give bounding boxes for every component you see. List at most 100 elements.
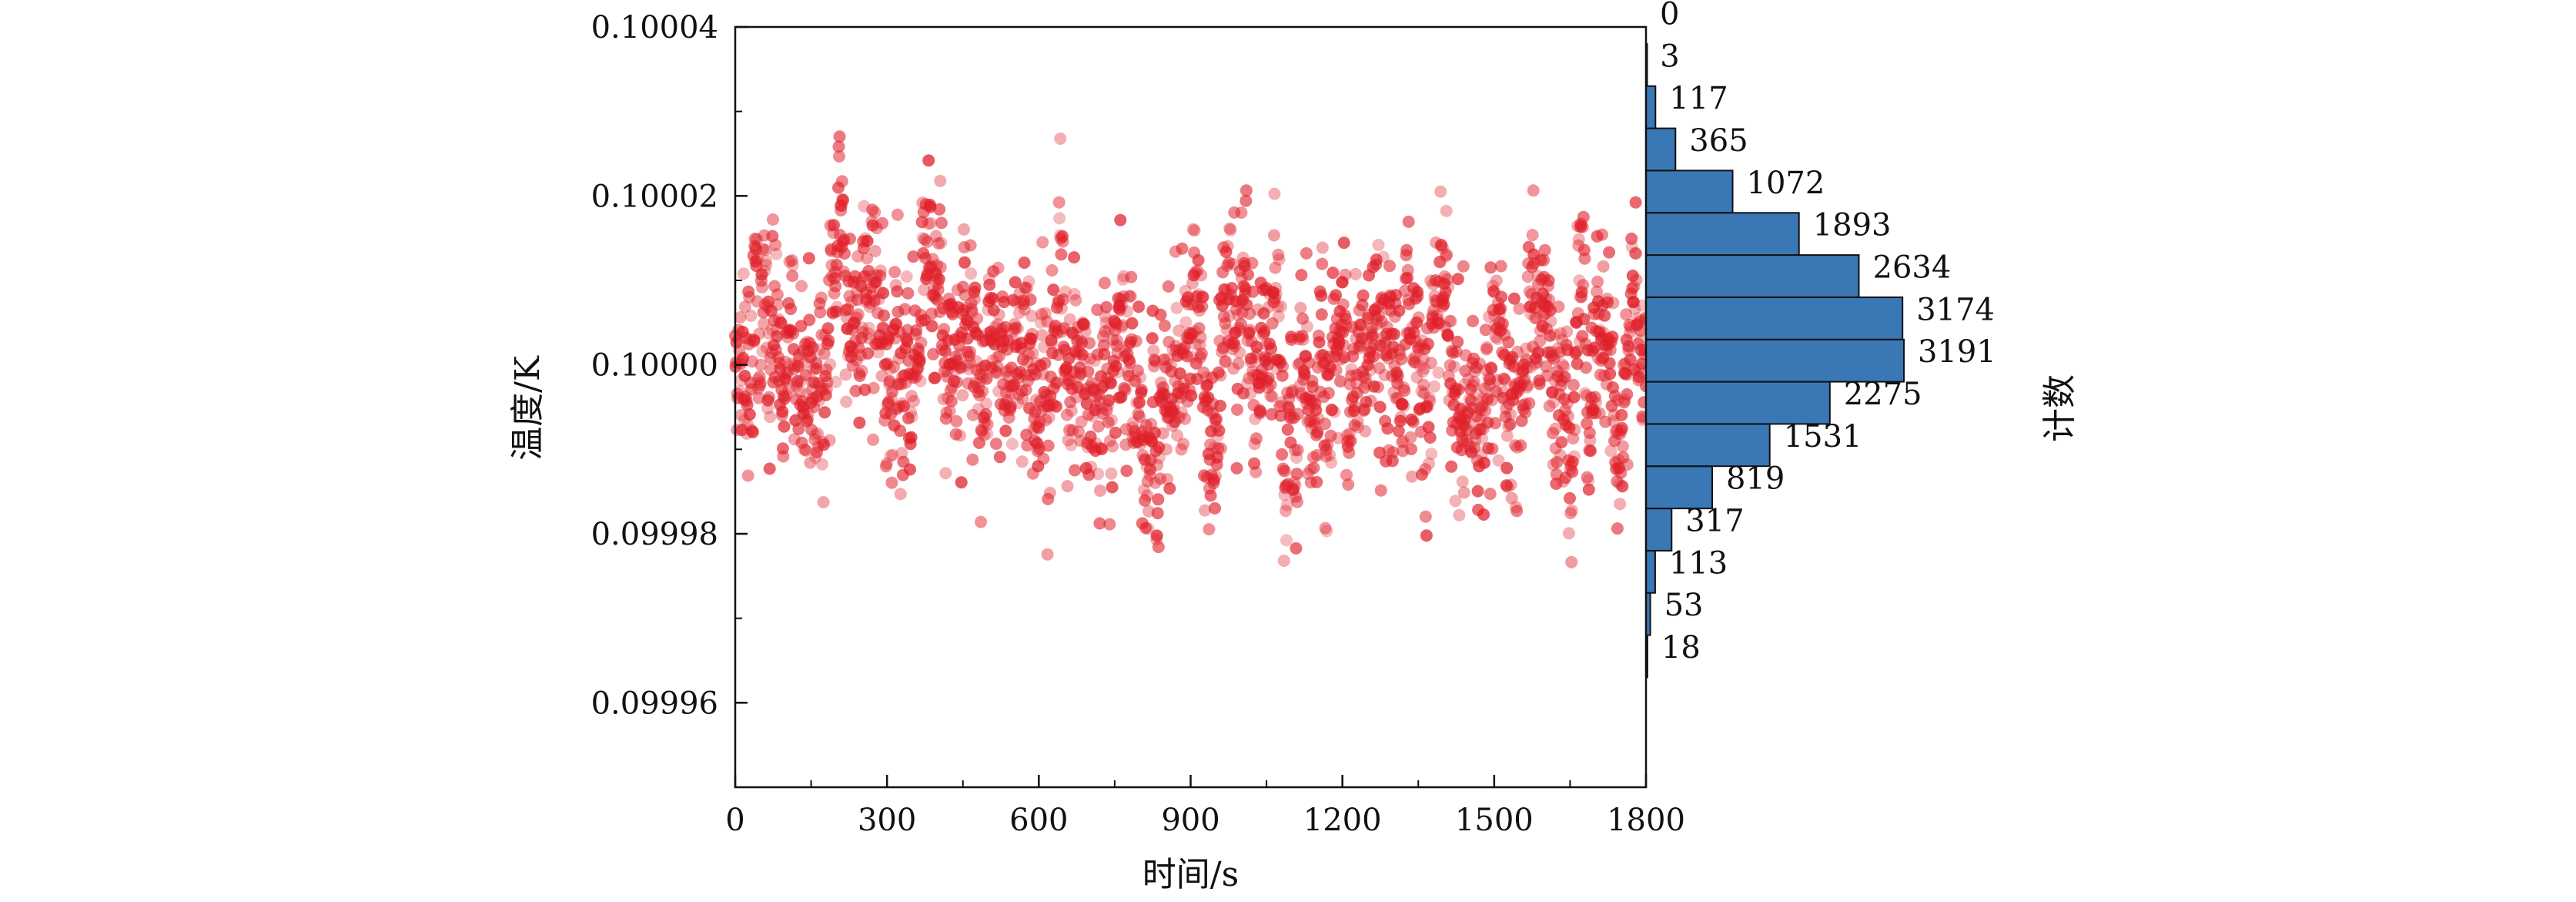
scatter-point bbox=[1307, 461, 1320, 474]
scatter-point bbox=[1608, 390, 1621, 403]
scatter-point bbox=[1334, 375, 1347, 388]
scatter-point bbox=[1066, 424, 1079, 437]
scatter-point bbox=[1542, 274, 1555, 287]
scatter-point bbox=[915, 216, 928, 229]
scatter-point bbox=[907, 250, 920, 263]
scatter-point bbox=[1313, 336, 1326, 349]
scatter-point bbox=[795, 280, 808, 293]
scatter-point bbox=[1591, 285, 1603, 298]
scatter-point bbox=[1195, 347, 1208, 360]
scatter-point bbox=[1295, 269, 1308, 282]
scatter-point bbox=[737, 351, 750, 364]
scatter-point bbox=[992, 308, 1005, 321]
scatter-point bbox=[1606, 330, 1619, 344]
scatter-point bbox=[1337, 339, 1350, 351]
scatter-point bbox=[1009, 317, 1022, 330]
scatter-point bbox=[1099, 325, 1112, 338]
scatter-point bbox=[1352, 421, 1365, 434]
scatter-point bbox=[808, 401, 821, 414]
scatter-point bbox=[746, 355, 759, 368]
scatter-point bbox=[1615, 408, 1628, 421]
scatter-point bbox=[1419, 510, 1432, 523]
scatter-point bbox=[1120, 305, 1133, 318]
scatter-point bbox=[1601, 296, 1614, 309]
scatter-point bbox=[1104, 377, 1117, 390]
scatter-point bbox=[1131, 364, 1144, 377]
scatter-point bbox=[766, 230, 779, 243]
scatter-point bbox=[1154, 472, 1166, 485]
scatter-point bbox=[1537, 253, 1551, 267]
histogram-count-label: 0 bbox=[1660, 0, 1679, 32]
scatter-point bbox=[1039, 357, 1052, 370]
scatter-point bbox=[1234, 317, 1247, 330]
scatter-point bbox=[800, 444, 812, 457]
scatter-point bbox=[855, 331, 868, 344]
histogram-count-label: 2275 bbox=[1844, 377, 1922, 412]
scatter-point bbox=[1397, 400, 1410, 413]
scatter-point bbox=[1060, 408, 1073, 421]
scatter-point bbox=[805, 423, 818, 436]
scatter-point bbox=[1270, 281, 1283, 294]
scatter-point bbox=[1582, 474, 1595, 487]
scatter-point bbox=[1450, 345, 1463, 358]
y-tick-label: 0.09998 bbox=[591, 517, 718, 552]
scatter-point bbox=[1053, 212, 1066, 225]
scatter-point bbox=[1561, 410, 1574, 423]
scatter-point bbox=[1025, 332, 1038, 345]
scatter-point bbox=[929, 230, 942, 243]
scatter-point bbox=[1139, 521, 1153, 535]
scatter-point bbox=[1132, 407, 1145, 421]
scatter-point bbox=[1237, 387, 1250, 400]
scatter-point bbox=[1056, 230, 1069, 243]
scatter-point bbox=[1129, 374, 1142, 387]
scatter-point bbox=[1348, 419, 1361, 432]
scatter-point bbox=[1008, 322, 1021, 335]
scatter-point bbox=[802, 252, 815, 265]
scatter-point bbox=[1219, 246, 1233, 258]
scatter-point bbox=[1373, 401, 1387, 414]
scatter-point bbox=[1408, 356, 1421, 369]
scatter-point bbox=[1106, 334, 1119, 347]
scatter-point bbox=[1349, 267, 1362, 280]
scatter-point bbox=[848, 316, 861, 329]
scatter-point bbox=[886, 448, 899, 461]
scatter-point bbox=[1080, 387, 1093, 400]
scatter-point bbox=[1230, 461, 1243, 474]
scatter-point bbox=[1243, 307, 1256, 320]
scatter-point bbox=[1622, 344, 1635, 357]
scatter-point bbox=[983, 278, 996, 291]
histogram-count-label: 365 bbox=[1689, 123, 1748, 159]
scatter-point bbox=[1042, 411, 1055, 424]
scatter-point bbox=[892, 305, 905, 318]
scatter-point bbox=[1420, 401, 1433, 414]
scatter-point bbox=[932, 283, 945, 297]
scatter-point bbox=[1082, 365, 1095, 378]
scatter-point bbox=[1440, 248, 1454, 261]
scatter-point bbox=[905, 406, 918, 419]
scatter-point bbox=[975, 424, 988, 437]
scatter-point bbox=[1318, 439, 1331, 452]
scatter-point bbox=[1394, 411, 1407, 424]
histogram-count-label: 18 bbox=[1661, 630, 1701, 666]
histogram-bar bbox=[1645, 212, 1800, 257]
scatter-point bbox=[1492, 454, 1505, 467]
scatter-point bbox=[925, 320, 938, 333]
scatter-point bbox=[1094, 485, 1106, 497]
scatter-point bbox=[1114, 213, 1127, 226]
scatter-point bbox=[1185, 389, 1198, 402]
scatter-point bbox=[1035, 308, 1049, 320]
scatter-point bbox=[1106, 440, 1119, 453]
scatter-point bbox=[1316, 241, 1329, 254]
scatter-point bbox=[1467, 375, 1480, 388]
scatter-point bbox=[1179, 316, 1193, 329]
scatter-point bbox=[1009, 276, 1022, 289]
scatter-point bbox=[786, 259, 799, 272]
scatter-point bbox=[858, 384, 871, 397]
scatter-point bbox=[876, 216, 888, 230]
scatter-point bbox=[1566, 465, 1579, 478]
scatter-point bbox=[868, 206, 882, 219]
scatter-point bbox=[1055, 248, 1068, 261]
x-tick-label: 900 bbox=[1161, 803, 1219, 838]
scatter-point bbox=[1025, 327, 1039, 340]
